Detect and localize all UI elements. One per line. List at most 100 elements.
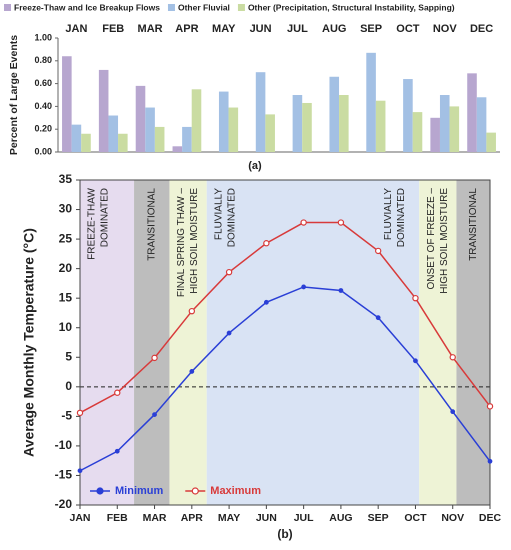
line [79, 286, 491, 472]
x-tick-label: MAR [138, 23, 163, 35]
bar [135, 85, 146, 152]
x-tick-label: FEB [107, 512, 128, 524]
region-band [169, 180, 207, 505]
x-tick-label: NOV [441, 512, 464, 524]
y-tick-label: 5 [65, 349, 72, 363]
x-tick-label: NOV [433, 23, 458, 35]
legend-swatch [167, 4, 175, 11]
x-tick-label: FEB [102, 23, 124, 35]
point [226, 330, 232, 336]
point [337, 219, 345, 226]
point [76, 409, 84, 417]
y-tick-label: 35 [59, 172, 73, 186]
point [301, 284, 307, 290]
point [374, 247, 382, 255]
line [79, 221, 491, 414]
y-tick-label: 0.40 [34, 101, 52, 111]
y-tick-label: 0 [65, 379, 72, 393]
region-label: HIGH SOIL MOISTURE [439, 188, 450, 294]
y-tick-label: 0.80 [34, 55, 52, 65]
bar [145, 107, 155, 152]
x-tick-label: DEC [479, 512, 502, 524]
bar [228, 107, 239, 152]
bar [182, 126, 192, 152]
region-label: DOMINATED [226, 188, 237, 247]
x-tick-label: JUN [250, 23, 272, 35]
bar [62, 56, 72, 152]
bar [467, 73, 477, 152]
bar [81, 133, 91, 152]
legend-label: Minimum [115, 485, 163, 497]
x-tick-label: JUL [287, 23, 308, 35]
bar [329, 76, 340, 152]
bar [172, 146, 183, 152]
region-label: ONSET OF FREEZE – [426, 188, 437, 290]
point [114, 389, 121, 396]
point [263, 240, 270, 247]
bar [154, 126, 165, 152]
bar [218, 91, 229, 152]
point [412, 294, 419, 302]
region-label: HIGH SOIL MOISTURE [189, 188, 200, 294]
x-tick-label: SEP [360, 23, 382, 35]
y-tick-label: 0.20 [34, 124, 52, 134]
point [300, 219, 307, 226]
legend-label: Maximum [210, 485, 261, 497]
region-label: DOMINATED [100, 188, 111, 247]
point [151, 354, 158, 362]
bar [71, 124, 82, 152]
legend-marker [96, 487, 104, 495]
y-tick-label: 0.60 [34, 78, 52, 88]
point [375, 315, 381, 321]
bar [449, 106, 460, 152]
point [114, 448, 120, 454]
region-label: TRANSITIONAL [468, 188, 479, 261]
x-tick-label: JAN [69, 512, 90, 524]
x-tick-label: DEC [470, 23, 493, 35]
bar [339, 95, 349, 152]
bar [255, 72, 266, 152]
bar [412, 112, 423, 152]
bar [430, 117, 440, 152]
y-tick-label: -10 [55, 438, 73, 452]
bar [292, 95, 303, 152]
y-axis-label: Percent of Large Events [8, 35, 20, 155]
x-tick-label: MAY [218, 512, 240, 524]
point [487, 458, 493, 464]
point [413, 358, 418, 364]
y-tick-label: 30 [59, 202, 73, 216]
y-tick-label: 25 [59, 231, 73, 245]
bar [108, 115, 119, 152]
legend-label: Freeze-Thaw and Ice Breakup Flows [14, 2, 160, 12]
region-band [134, 180, 170, 505]
bar [486, 132, 496, 152]
point [188, 307, 196, 315]
y-tick-label: 10 [59, 320, 73, 334]
legend-swatch [237, 4, 245, 11]
bar [439, 95, 450, 152]
bar [191, 89, 202, 152]
region-band [80, 180, 135, 505]
point [450, 409, 456, 415]
x-tick-label: AUG [322, 23, 346, 35]
legend-label: Other (Precipitation, Structural Instabi… [248, 2, 455, 12]
y-tick-label: 1.00 [34, 32, 52, 42]
bar [265, 114, 275, 152]
point [263, 299, 269, 305]
y-tick-label: 15 [59, 290, 73, 304]
x-tick-label: OCT [404, 512, 427, 524]
region-label: FLUVIALLY [213, 188, 224, 240]
caption: (b) [277, 527, 292, 541]
y-axis-label: Average Monthly Temperature (°C) [21, 228, 37, 457]
point [152, 412, 157, 417]
x-tick-label: JUL [294, 512, 314, 524]
region-label: TRANSITIONAL [146, 188, 157, 261]
caption: (a) [248, 160, 262, 172]
point [338, 288, 344, 293]
x-tick-label: AUG [329, 512, 352, 524]
point [225, 268, 233, 276]
x-tick-label: APR [181, 512, 204, 524]
point [189, 369, 195, 374]
legend-marker [191, 487, 199, 495]
point [486, 403, 494, 410]
